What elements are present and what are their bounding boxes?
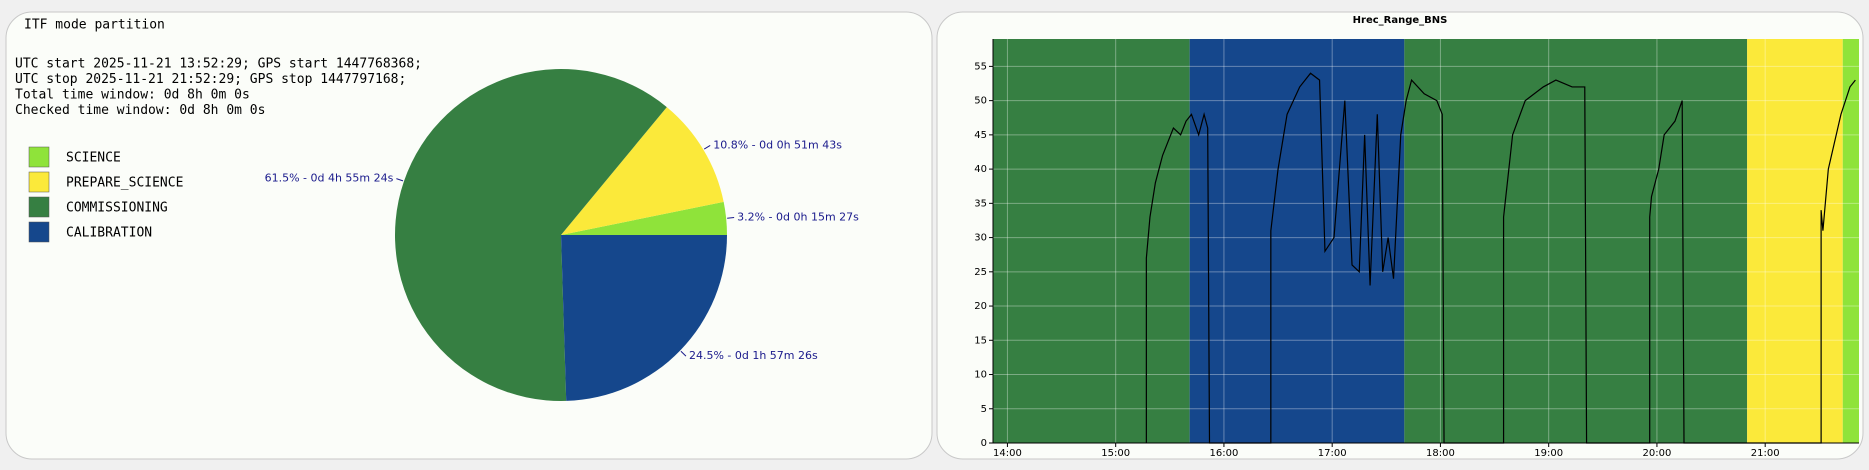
legend-label: CALIBRATION — [66, 226, 152, 241]
label-leader — [396, 178, 404, 182]
y-tick-label: 0 — [981, 438, 987, 449]
pie-label: 61.5% - 0d 4h 55m 24s — [265, 172, 394, 185]
label-leader — [703, 145, 711, 150]
line-title: Hrec_Range_BNS — [1353, 15, 1448, 26]
legend-label: PREPARE_SCIENCE — [66, 176, 183, 191]
mode-band — [993, 39, 1190, 443]
pie-slice — [561, 107, 724, 235]
x-tick-label: 14:00 — [993, 448, 1022, 459]
pie-slice — [394, 69, 667, 402]
mode-band — [1747, 39, 1843, 443]
y-tick-label: 40 — [974, 164, 987, 175]
data-line — [1145, 72, 1856, 444]
legend-swatch — [28, 221, 50, 243]
pie-label: 3.2% - 0d 0h 15m 27s — [737, 211, 859, 224]
x-tick-label: 21:00 — [1751, 448, 1780, 459]
pie-label: 24.5% - 0d 1h 57m 26s — [689, 349, 818, 362]
info-line: Checked time window: 0d 8h 0m 0s — [15, 103, 265, 118]
x-tick-label: 15:00 — [1101, 448, 1130, 459]
y-tick-label: 20 — [974, 301, 987, 312]
legend-label: COMMISSIONING — [66, 201, 168, 216]
info-line: UTC stop 2025-11-21 21:52:29; GPS stop 1… — [15, 72, 406, 87]
y-tick-label: 35 — [974, 198, 987, 209]
legend-label: SCIENCE — [66, 151, 121, 166]
x-tick-label: 19:00 — [1534, 448, 1563, 459]
y-tick-label: 55 — [974, 61, 987, 72]
pie-label: 10.8% - 0d 0h 51m 43s — [713, 138, 842, 151]
info-line: Total time window: 0d 8h 0m 0s — [15, 88, 250, 103]
x-tick-label: 20:00 — [1643, 448, 1672, 459]
y-tick-label: 10 — [974, 370, 987, 381]
mode-band — [1404, 39, 1748, 443]
label-leader — [680, 350, 687, 357]
pie-slice — [561, 201, 727, 235]
label-leader — [727, 217, 735, 219]
y-tick-label: 50 — [974, 96, 987, 107]
x-tick-label: 17:00 — [1318, 448, 1347, 459]
legend-swatch — [28, 196, 50, 218]
y-tick-label: 25 — [974, 267, 987, 278]
y-tick-label: 45 — [974, 130, 987, 141]
pie-slice — [561, 235, 727, 401]
pie-title: ITF mode partition — [24, 18, 165, 33]
x-tick-label: 18:00 — [1426, 448, 1455, 459]
legend-swatch — [28, 171, 50, 193]
y-tick-label: 5 — [981, 404, 987, 415]
y-tick-label: 15 — [974, 335, 987, 346]
legend-swatch — [28, 146, 50, 168]
x-tick-label: 16:00 — [1210, 448, 1239, 459]
info-line: UTC start 2025-11-21 13:52:29; GPS start… — [15, 57, 422, 72]
y-tick-label: 30 — [974, 233, 987, 244]
mode-band — [1842, 39, 1859, 443]
